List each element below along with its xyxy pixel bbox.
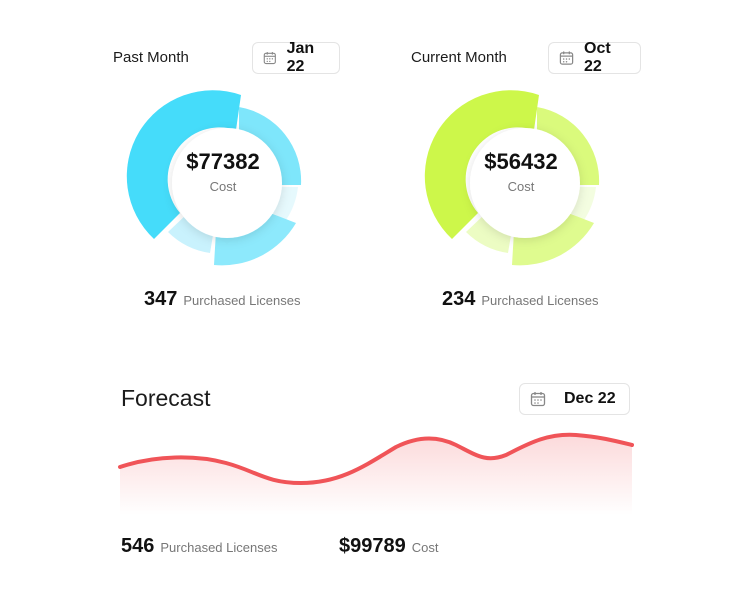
past-month-donut: $77382 Cost [126,90,306,270]
forecast-title: Forecast [121,385,211,411]
past-donut-segment-5 [168,213,214,253]
forecast-licenses-count: 546 [121,535,155,557]
forecast-trend-chart [116,425,636,515]
calendar-icon [559,51,574,65]
past-donut-segment-4 [214,209,296,266]
past-month-cost: $77382 [186,149,260,174]
past-donut-segment-2 [239,107,302,185]
forecast-date: Dec 22 [564,390,616,407]
past-month-licenses: 347 Purchased Licenses [144,288,300,311]
current-month-donut: $56432 Cost [424,90,604,270]
current-month-label: Current Month [411,49,507,66]
calendar-icon [530,392,546,407]
forecast-cost-value: $99789 [339,535,406,557]
past-month-date: Jan 22 [286,40,315,75]
past-month-label: Past Month [113,49,189,66]
forecast-area [120,434,632,515]
current-month-date-picker[interactable]: Oct 22 [548,40,641,75]
calendar-icon [263,52,276,65]
past-month-date-picker[interactable]: Jan 22 [252,40,340,75]
current-donut-segment-1 [424,90,539,240]
forecast-licenses-label: Purchased Licenses [160,540,278,555]
past-month-licenses-label: Purchased Licenses [183,293,301,308]
forecast-cost: $99789 Cost [339,535,438,558]
current-donut-segment-5 [466,213,512,253]
current-donut-segment-2 [537,107,600,185]
current-donut-segment-4 [512,209,594,266]
past-month-cost-caption: Cost [209,179,237,194]
forecast-cost-caption: Cost [411,540,439,555]
past-donut-segment-1 [126,90,241,240]
current-month-date: Oct 22 [584,40,611,75]
current-month-licenses: 234 Purchased Licenses [442,288,598,311]
current-month-licenses-count: 234 [442,288,476,310]
current-month-cost-caption: Cost [507,179,535,194]
current-month-licenses-label: Purchased Licenses [481,293,599,308]
forecast-licenses: 546 Purchased Licenses [121,535,277,558]
forecast-date-picker[interactable]: Dec 22 [519,383,630,415]
current-month-cost: $56432 [484,149,558,174]
forecast-line [118,432,634,486]
past-month-licenses-count: 347 [144,288,178,310]
